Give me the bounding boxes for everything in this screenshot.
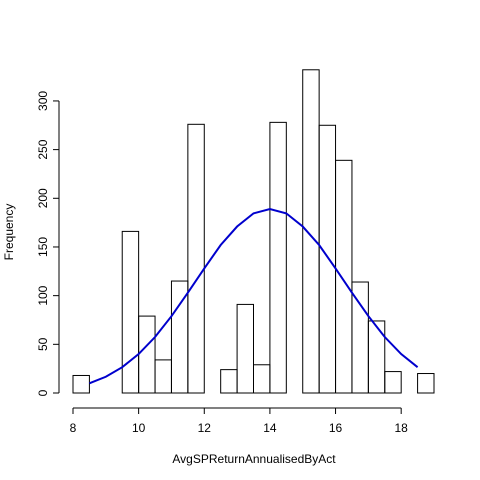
bar — [367, 320, 386, 394]
y-tick-label: 100 — [36, 285, 50, 305]
x-axis-label: AvgSPReturnAnnualisedByAct — [172, 452, 336, 466]
bar — [351, 281, 369, 394]
bar — [335, 159, 353, 394]
bar — [253, 364, 271, 394]
bar — [269, 121, 287, 394]
bar — [121, 230, 140, 394]
x-tick-label: 8 — [70, 421, 77, 435]
x-tick-label: 16 — [329, 421, 343, 435]
y-tick-label: 50 — [36, 337, 50, 351]
bar — [154, 359, 172, 394]
y-tick-label: 250 — [36, 139, 50, 159]
bar — [72, 374, 90, 394]
y-tick-label: 150 — [36, 237, 50, 257]
y-tick-label: 300 — [36, 91, 50, 111]
bar — [187, 123, 205, 394]
y-tick-label: 200 — [36, 188, 50, 208]
x-tick-label: 14 — [263, 421, 277, 435]
bar — [417, 373, 435, 394]
x-tick-label: 12 — [198, 421, 212, 435]
bar — [236, 303, 255, 394]
x-tick-label: 10 — [132, 421, 146, 435]
bar — [302, 69, 320, 394]
bar — [318, 124, 337, 394]
bar — [138, 315, 156, 394]
bar — [220, 369, 238, 394]
y-tick-label: 0 — [36, 389, 50, 396]
bar — [384, 371, 402, 394]
density-curve — [89, 207, 419, 385]
x-tick-label: 18 — [395, 421, 409, 435]
y-axis-label: Frequency — [2, 204, 16, 261]
